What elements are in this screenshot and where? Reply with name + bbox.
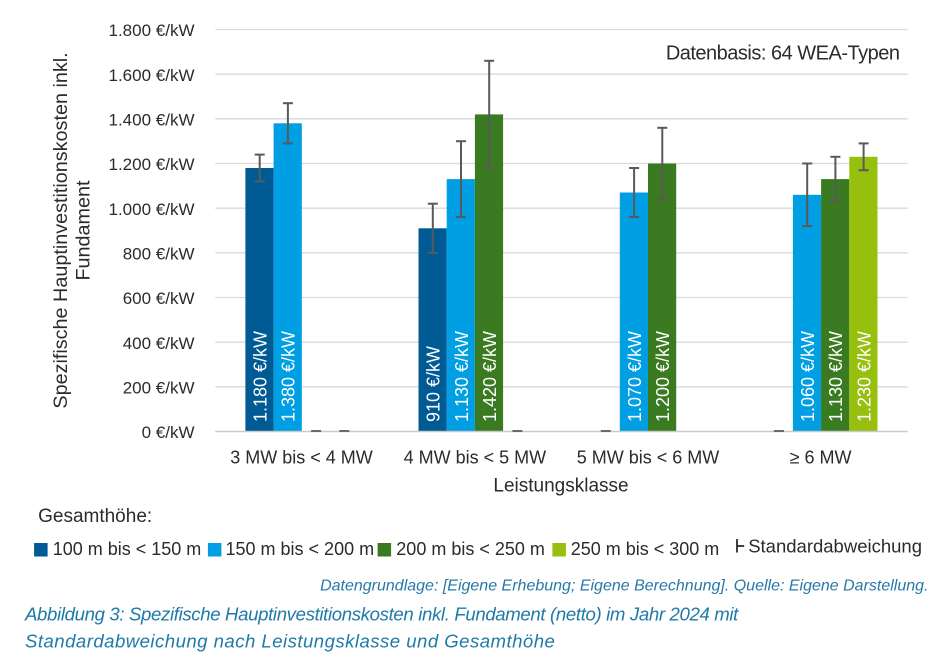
svg-text:Datenbasis: 64 WEA-Typen: Datenbasis: 64 WEA-Typen	[666, 43, 900, 65]
svg-text:600 €/kW: 600 €/kW	[123, 289, 195, 308]
svg-text:1.000 €/kW: 1.000 €/kW	[109, 200, 195, 219]
svg-text:1.230 €/kW: 1.230 €/kW	[854, 331, 874, 422]
svg-text:910 €/kW: 910 €/kW	[424, 346, 444, 422]
svg-text:5 MW bis < 6 MW: 5 MW bis < 6 MW	[577, 448, 720, 468]
svg-text:200 €/kW: 200 €/kW	[123, 378, 195, 397]
svg-text:≥ 6 MW: ≥ 6 MW	[790, 448, 852, 468]
svg-text:1.800 €/kW: 1.800 €/kW	[109, 21, 195, 40]
svg-text:Abbildung 3: Spezifische Haupt: Abbildung 3: Spezifische Hauptinvestitio…	[24, 604, 739, 625]
svg-text:Datengrundlage: [Eigene Erhebu: Datengrundlage: [Eigene Erhebung; Eigene…	[320, 578, 928, 595]
svg-text:1.130 €/kW: 1.130 €/kW	[826, 331, 846, 422]
svg-text:150 m bis < 200 m: 150 m bis < 200 m	[226, 539, 375, 559]
svg-text:Leistungsklasse: Leistungsklasse	[493, 476, 628, 497]
svg-text:0 €/kW: 0 €/kW	[142, 423, 195, 442]
svg-text:Spezifische Hauptinvestitionsk: Spezifische Hauptinvestitionskosten inkl…	[50, 52, 72, 408]
svg-text:250 m bis < 300 m: 250 m bis < 300 m	[571, 539, 720, 559]
svg-text:1.060 €/kW: 1.060 €/kW	[798, 331, 818, 422]
svg-text:3 MW bis < 4 MW: 3 MW bis < 4 MW	[230, 448, 373, 468]
svg-text:200 m bis < 250 m: 200 m bis < 250 m	[396, 539, 545, 559]
svg-text:1.200 €/kW: 1.200 €/kW	[653, 331, 673, 422]
svg-text:4 MW bis < 5 MW: 4 MW bis < 5 MW	[404, 448, 547, 468]
svg-text:1.400 €/kW: 1.400 €/kW	[109, 110, 195, 129]
svg-text:1.380 €/kW: 1.380 €/kW	[279, 331, 299, 422]
svg-text:Standardabweichung: Standardabweichung	[748, 536, 922, 557]
svg-text:1.070 €/kW: 1.070 €/kW	[625, 331, 645, 422]
svg-text:1.600 €/kW: 1.600 €/kW	[109, 66, 195, 85]
svg-text:1.130 €/kW: 1.130 €/kW	[452, 331, 472, 422]
svg-text:Gesamthöhe:: Gesamthöhe:	[38, 506, 152, 527]
svg-text:1.180 €/kW: 1.180 €/kW	[251, 331, 271, 422]
svg-text:Fundament: Fundament	[73, 180, 95, 281]
svg-text:1.200 €/kW: 1.200 €/kW	[109, 155, 195, 174]
svg-text:800 €/kW: 800 €/kW	[123, 244, 195, 263]
svg-text:400 €/kW: 400 €/kW	[123, 334, 195, 353]
svg-text:100 m bis < 150 m: 100 m bis < 150 m	[53, 539, 202, 559]
svg-text:Standardabweichung nach Leistu: Standardabweichung nach Leistungsklasse …	[25, 631, 555, 652]
svg-text:1.420 €/kW: 1.420 €/kW	[480, 331, 500, 422]
